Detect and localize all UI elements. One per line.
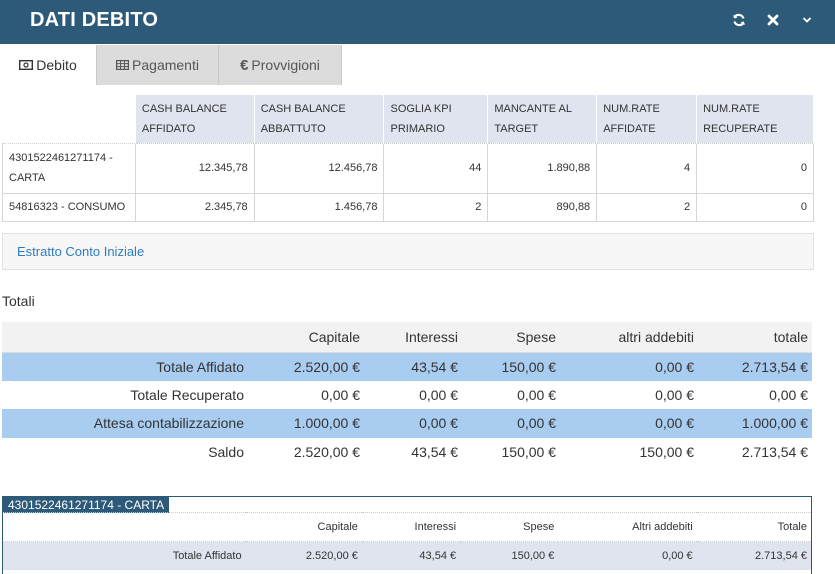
- tab-debito[interactable]: Debito: [0, 45, 97, 85]
- column-header: NUM.RATE AFFIDATE: [596, 95, 698, 143]
- detail-panel: 4301522461271174 - CARTA Capitale Intere…: [2, 496, 812, 574]
- row-label: 54816323 - CONSUMO: [2, 192, 136, 222]
- column-header: Spese: [460, 512, 559, 542]
- estratto-panel: Estratto Conto Iniziale: [2, 233, 814, 270]
- table-cell: 1.000,00 €: [698, 409, 812, 438]
- row-label: Totale Recuperato: [130, 386, 244, 403]
- table-cell: 0,00 €: [517, 386, 556, 403]
- table-cell: 150,00 €: [639, 443, 695, 460]
- tab-debito-label: Debito: [36, 57, 77, 73]
- tab-provvigioni[interactable]: € Provvigioni: [219, 45, 342, 85]
- column-header: Spese: [462, 322, 560, 353]
- table-cell: 12.345,78: [134, 142, 255, 194]
- refresh-icon[interactable]: [731, 12, 747, 28]
- table-cell: 2.345,78: [134, 192, 255, 222]
- column-header: MANCANTE AL TARGET: [487, 95, 598, 143]
- table-cell: 0,00 €: [419, 386, 458, 403]
- table-cell: 0: [696, 192, 814, 222]
- table-cell: 43,54 €: [361, 541, 461, 570]
- table-cell: 2.520,00 €: [293, 443, 360, 460]
- table-cell: 150,00 €: [501, 443, 557, 460]
- table-cell: 1.890,88: [487, 142, 598, 194]
- table-row[interactable]: 4301522461271174 - CARTA 12.345,78 12.45…: [2, 142, 814, 194]
- table-row: Saldo 2.520,00 € 43,54 € 150,00 € 150,00…: [2, 438, 812, 467]
- table-cell: 1.000,00 €: [248, 409, 364, 438]
- table-cell: 43,54 €: [411, 443, 458, 460]
- debt-table-header-row: CASH BALANCE AFFIDATO CASH BALANCE ABBAT…: [2, 95, 814, 143]
- table-cell: 150,00 €: [462, 352, 560, 381]
- table-icon: [116, 60, 130, 70]
- table-cell: 0,00 €: [655, 386, 694, 403]
- table-cell: 0,00 €: [560, 352, 698, 381]
- table-cell: 2.520,00 €: [245, 541, 362, 570]
- tab-pagamenti[interactable]: Pagamenti: [97, 45, 219, 85]
- row-label: Saldo: [208, 443, 244, 460]
- table-cell: 2: [383, 192, 489, 222]
- table-row: Totale Affidato 2.520,00 € 43,54 € 150,0…: [2, 352, 812, 381]
- table-cell: 0,00 €: [558, 541, 697, 570]
- column-header: Interessi: [364, 322, 462, 353]
- column-header: altri addebiti: [560, 322, 698, 353]
- table-row: Attesa contabilizzazione 1.000,00 € 0,00…: [2, 409, 812, 438]
- table-row: Totale Affidato 2.520,00 € 43,54 € 150,0…: [3, 541, 811, 570]
- tab-bar: Debito Pagamenti € Provvigioni: [0, 45, 342, 85]
- table-cell: 2.713,54 €: [741, 443, 808, 460]
- column-header: Altri addebiti: [558, 512, 697, 542]
- column-header: CASH BALANCE AFFIDATO: [135, 95, 255, 143]
- tab-pagamenti-label: Pagamenti: [132, 57, 199, 73]
- money-icon: [19, 60, 34, 70]
- totali-table: Capitale Interessi Spese altri addebiti …: [2, 322, 812, 466]
- column-header: CASH BALANCE ABBATTUTO: [254, 95, 385, 143]
- column-header: Capitale: [248, 322, 364, 353]
- column-header: totale: [698, 322, 812, 353]
- totali-corner: [2, 322, 248, 353]
- detail-table: Capitale Interessi Spese Altri addebiti …: [3, 512, 811, 570]
- detail-header-row: Capitale Interessi Spese Altri addebiti …: [3, 512, 811, 542]
- table-cell: 4: [596, 142, 698, 194]
- close-icon[interactable]: [765, 12, 781, 28]
- table-cell: 12.456,78: [253, 142, 385, 194]
- debt-table: CASH BALANCE AFFIDATO CASH BALANCE ABBAT…: [2, 95, 814, 222]
- debt-table-corner: [2, 95, 136, 143]
- table-cell: 0,00 €: [364, 409, 462, 438]
- row-label: Totale Affidato: [2, 352, 248, 381]
- table-cell: 2.713,54 €: [696, 541, 811, 570]
- table-row[interactable]: 54816323 - CONSUMO 2.345,78 1.456,78 2 8…: [2, 192, 814, 222]
- row-label: Attesa contabilizzazione: [2, 409, 248, 438]
- header-actions: [731, 12, 815, 28]
- chevron-down-icon[interactable]: [799, 12, 815, 28]
- table-cell: 2.520,00 €: [248, 352, 364, 381]
- euro-icon: €: [240, 56, 249, 74]
- table-cell: 43,54 €: [364, 352, 462, 381]
- table-cell: 2: [596, 192, 698, 222]
- panel-header: DATI DEBITO: [0, 0, 835, 44]
- panel-title: DATI DEBITO: [30, 9, 159, 31]
- table-cell: 0,00 €: [321, 386, 360, 403]
- totali-header-row: Capitale Interessi Spese altri addebiti …: [2, 322, 812, 353]
- column-header: SOGLIA KPI PRIMARIO: [383, 95, 489, 143]
- column-header: Capitale: [245, 512, 362, 542]
- row-label: Totale Affidato: [3, 541, 246, 570]
- column-header: Totale: [696, 512, 811, 542]
- column-header: NUM.RATE RECUPERATE: [696, 95, 814, 143]
- table-cell: 1.456,78: [253, 192, 385, 222]
- table-cell: 2.713,54 €: [698, 352, 812, 381]
- table-cell: 44: [383, 142, 489, 194]
- table-cell: 0,00 €: [769, 386, 808, 403]
- row-label: 4301522461271174 - CARTA: [2, 142, 136, 194]
- column-header: Interessi: [361, 512, 461, 542]
- detail-panel-title: 4301522461271174 - CARTA: [3, 497, 170, 513]
- detail-corner: [3, 512, 246, 542]
- estratto-conto-link[interactable]: Estratto Conto Iniziale: [17, 244, 145, 259]
- table-cell: 0: [696, 142, 814, 194]
- table-row: Totale Recuperato 0,00 € 0,00 € 0,00 € 0…: [2, 381, 812, 410]
- table-cell: 150,00 €: [460, 541, 559, 570]
- table-cell: 890,88: [487, 192, 598, 222]
- tab-provvigioni-label: Provvigioni: [251, 57, 320, 73]
- table-cell: 0,00 €: [462, 409, 560, 438]
- table-cell: 0,00 €: [560, 409, 698, 438]
- totali-title: Totali: [2, 293, 35, 309]
